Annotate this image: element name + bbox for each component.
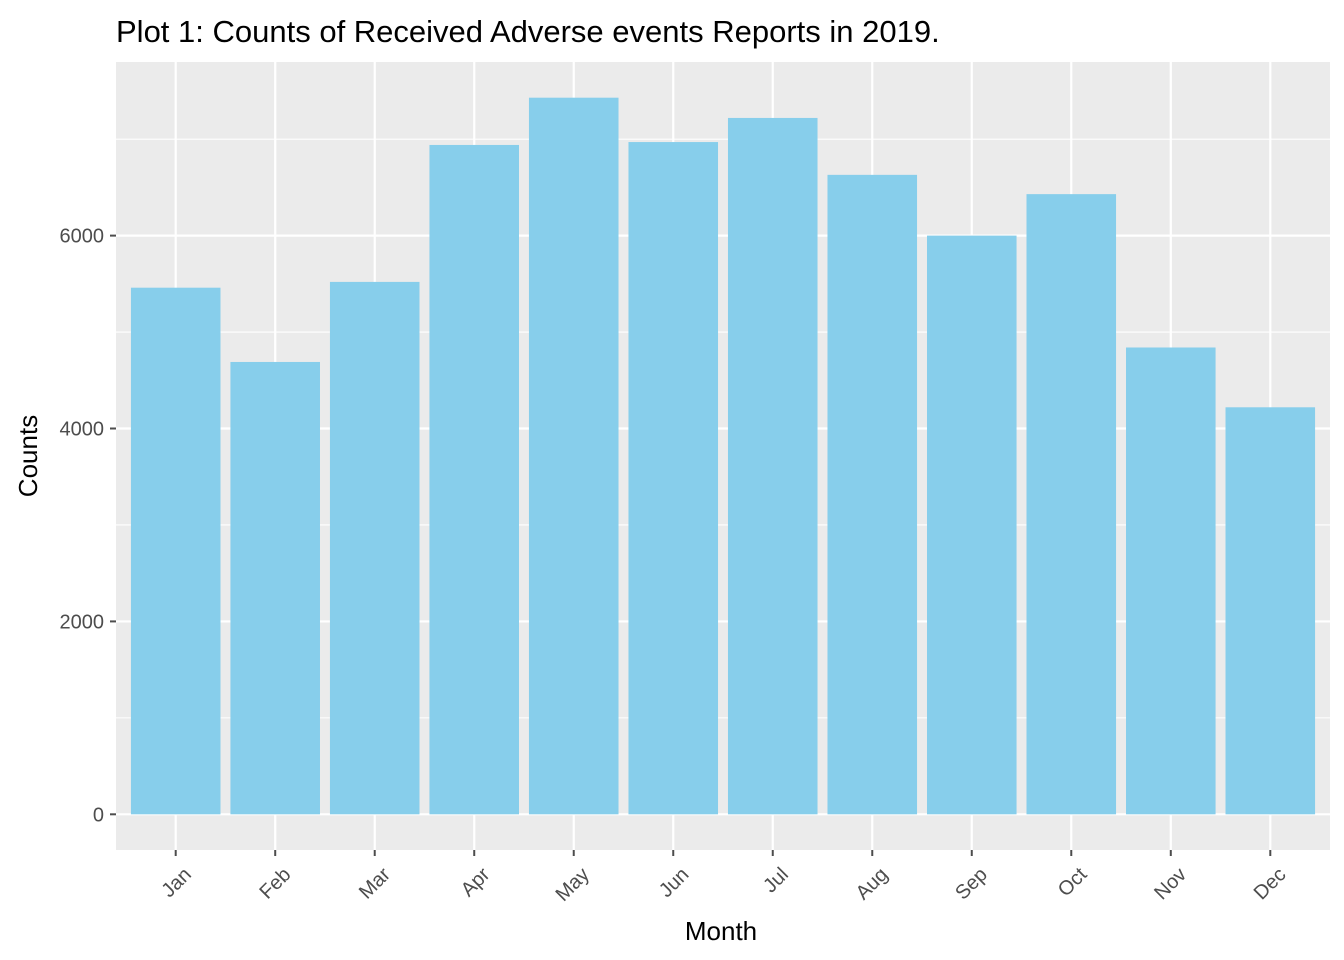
x-tick-label: Dec <box>1250 864 1291 905</box>
bar-dec <box>1225 407 1316 815</box>
bar-jun <box>628 142 719 815</box>
bar-feb <box>230 361 320 815</box>
x-tick-label: Jun <box>655 864 693 902</box>
y-tick-label: 2000 <box>60 611 105 633</box>
bar-may <box>528 97 619 815</box>
x-tick-label: Feb <box>255 864 295 904</box>
x-tick-label: Nov <box>1150 864 1191 905</box>
y-axis: 0 2000 4000 6000 <box>60 226 116 826</box>
bar-nov <box>1126 347 1216 815</box>
bar-sep <box>926 235 1017 815</box>
x-tick-label: Sep <box>951 864 992 905</box>
y-axis-title: Counts <box>13 415 43 497</box>
y-tick-label: 6000 <box>60 226 105 248</box>
x-axis: Jan Feb Mar Apr May Jun Jul Aug Sep Oct Nov Dec <box>157 850 1290 906</box>
y-tick-label: 4000 <box>60 419 105 441</box>
x-tick-label: Jan <box>157 864 195 902</box>
bar-apr <box>429 144 520 815</box>
x-tick-label: Apr <box>457 863 495 901</box>
x-tick-label: Oct <box>1054 863 1092 901</box>
x-tick-label: May <box>552 864 594 906</box>
x-axis-title: Month <box>685 916 757 946</box>
x-tick-label: Jul <box>759 864 793 898</box>
bar-jul <box>727 117 818 815</box>
x-tick-label: Aug <box>852 864 893 905</box>
bar-mar <box>329 281 420 815</box>
x-tick-label: Mar <box>355 863 395 903</box>
y-tick-label: 0 <box>93 804 104 826</box>
chart-title: Plot 1: Counts of Received Adverse event… <box>116 14 940 49</box>
bar-aug <box>827 174 918 815</box>
bar-jan <box>130 287 221 815</box>
bars <box>130 97 1316 815</box>
bar-oct <box>1026 194 1117 815</box>
